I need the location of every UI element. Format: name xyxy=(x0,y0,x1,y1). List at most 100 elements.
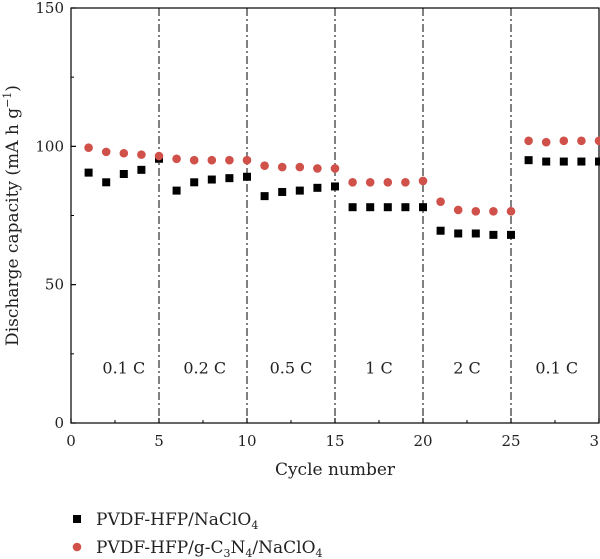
series-1-point-26 xyxy=(541,137,551,147)
series-1-point-0 xyxy=(84,143,93,153)
y-tick-label-1: 50 xyxy=(45,276,64,294)
legend-label-1-part-1: 3 xyxy=(224,547,231,559)
rate-label-2: 0.5 C xyxy=(270,359,313,378)
series-0-point-7 xyxy=(207,175,216,184)
series-1-point-1 xyxy=(101,147,111,157)
series-0-point-11 xyxy=(278,187,287,196)
series-0-point-23 xyxy=(489,230,498,239)
legend-marker-1 xyxy=(72,542,82,552)
series-0-point-9 xyxy=(243,172,251,181)
rate-label-1: 0.2 C xyxy=(183,359,226,378)
series-0-point-0 xyxy=(84,168,93,177)
series-0-point-1 xyxy=(102,178,111,187)
data-series xyxy=(84,136,600,239)
legend-label-0-part-1: 4 xyxy=(251,519,258,532)
series-1-point-11 xyxy=(277,162,287,172)
series-0-point-16 xyxy=(366,203,375,212)
x-tick-label-4: 20 xyxy=(413,432,432,450)
series-0-point-19 xyxy=(419,203,427,212)
series-0-point-8 xyxy=(225,174,234,183)
series-1-point-9 xyxy=(242,155,252,165)
series-1-point-18 xyxy=(401,178,410,187)
legend-label-0: PVDF-HFP/NaClO4 xyxy=(96,510,258,532)
series-0-point-2 xyxy=(119,170,128,178)
series-1-point-3 xyxy=(137,150,146,159)
rate-boundary-lines xyxy=(158,8,512,423)
series-0-point-6 xyxy=(190,178,199,187)
series-1-point-4 xyxy=(154,151,164,161)
series-1-point-6 xyxy=(189,155,199,165)
series-1-point-7 xyxy=(207,155,217,165)
y-axis-title-main: Discharge capacity (mA h g xyxy=(3,108,23,346)
legend-label-1-part-0: PVDF-HFP/g-C xyxy=(96,538,224,558)
series-1-point-16 xyxy=(365,178,375,187)
series-0-point-3 xyxy=(137,165,146,174)
rate-label-4: 2 C xyxy=(453,359,481,378)
rate-label-0: 0.1 C xyxy=(102,359,145,378)
x-tick-label-2: 10 xyxy=(237,432,256,450)
series-0 xyxy=(84,154,600,239)
series-0-point-20 xyxy=(436,226,445,235)
series-1-point-13 xyxy=(313,164,322,173)
series-1-point-2 xyxy=(119,148,129,158)
x-tick-label-0: 0 xyxy=(66,432,76,450)
rate-label-5: 0.1 C xyxy=(535,359,578,378)
series-1-point-17 xyxy=(383,178,393,187)
x-tick-label-5: 25 xyxy=(501,432,520,450)
series-1-point-14 xyxy=(330,164,340,173)
series-1-point-8 xyxy=(225,155,234,165)
series-0-point-28 xyxy=(577,157,586,166)
series-1-point-12 xyxy=(295,162,305,172)
series-0-point-12 xyxy=(295,186,304,195)
series-0-point-17 xyxy=(383,203,392,212)
y-axis-title-close: ) xyxy=(3,85,23,92)
series-0-point-13 xyxy=(313,183,322,192)
x-axis-ticks: 0 5 10 15 20 25 30 xyxy=(66,418,600,450)
y-tick-label-2: 100 xyxy=(35,137,64,155)
y-axis-title-sup: −1 xyxy=(1,92,14,108)
x-tick-label-6: 30 xyxy=(589,432,600,450)
y-axis-title: Discharge capacity (mA h g−1) xyxy=(1,85,23,346)
series-1-point-23 xyxy=(489,207,498,216)
series-0-point-14 xyxy=(331,182,339,191)
series-0-point-24 xyxy=(507,230,515,239)
series-0-point-15 xyxy=(348,203,357,212)
y-tick-label-0: 0 xyxy=(54,414,64,432)
series-1-point-15 xyxy=(348,178,357,187)
series-0-point-26 xyxy=(542,157,551,166)
legend-label-1-part-4: /NaClO xyxy=(252,538,315,558)
x-tick-label-3: 15 xyxy=(325,432,344,450)
legend-label-1-part-5: 4 xyxy=(316,547,323,559)
series-1 xyxy=(84,136,600,216)
series-1-point-10 xyxy=(260,161,269,170)
series-1-point-28 xyxy=(577,136,586,146)
series-1-point-21 xyxy=(453,205,463,215)
series-1-point-29 xyxy=(594,136,600,146)
series-1-point-22 xyxy=(471,207,481,216)
series-1-point-20 xyxy=(436,197,445,206)
series-1-point-27 xyxy=(559,136,569,146)
series-1-point-5 xyxy=(172,154,181,164)
legend-marker-0 xyxy=(73,515,81,523)
series-1-point-24 xyxy=(506,207,516,216)
legend-label-1: PVDF-HFP/g-C3N4/NaClO4 xyxy=(96,538,323,559)
series-0-point-27 xyxy=(559,157,568,166)
x-axis-title: Cycle number xyxy=(275,460,396,480)
y-tick-label-3: 150 xyxy=(35,0,64,17)
series-0-point-25 xyxy=(524,156,533,165)
legend-label-1-part-3: 4 xyxy=(245,547,252,559)
rate-labels: 0.1 C 0.2 C 0.5 C 1 C 2 C 0.1 C xyxy=(102,359,578,378)
series-0-point-22 xyxy=(471,229,480,238)
x-tick-label-1: 5 xyxy=(154,432,164,450)
series-0-point-10 xyxy=(260,192,269,201)
series-0-point-21 xyxy=(454,229,463,238)
series-1-point-25 xyxy=(524,136,533,146)
legend-label-1-part-2: N xyxy=(231,538,246,558)
rate-label-3: 1 C xyxy=(365,359,393,378)
series-0-point-29 xyxy=(595,157,600,166)
y-axis-ticks: 0 50 100 150 xyxy=(35,0,76,432)
series-1-point-19 xyxy=(418,176,428,186)
series-0-point-5 xyxy=(172,186,181,195)
